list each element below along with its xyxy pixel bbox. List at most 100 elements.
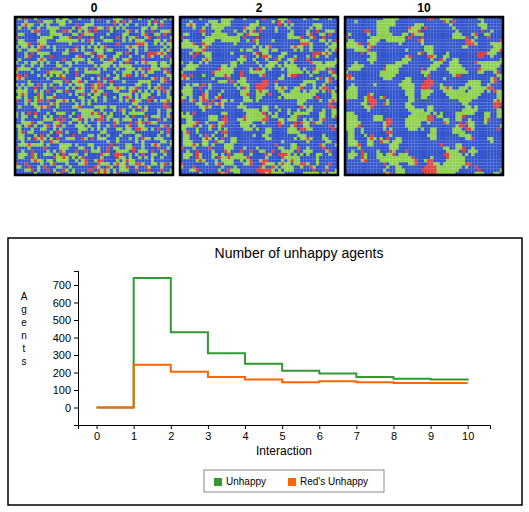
grid-cell xyxy=(75,128,78,131)
grid-cell xyxy=(113,80,116,83)
grid-cell xyxy=(154,131,157,134)
grid-cell xyxy=(85,39,88,42)
grid-cell xyxy=(167,137,170,140)
grid-cell xyxy=(107,112,110,115)
grid-cell xyxy=(47,52,50,55)
grid-cell xyxy=(151,131,154,134)
grid-cell xyxy=(88,30,91,33)
grid-cell xyxy=(160,137,163,140)
grid-cell xyxy=(116,58,119,61)
grid-cell xyxy=(119,87,122,90)
grid-cell xyxy=(103,105,106,108)
grid-cell xyxy=(157,109,160,112)
grid-cell xyxy=(141,83,144,86)
grid-cell xyxy=(157,74,160,77)
grid-cell xyxy=(138,134,141,137)
grid-cell xyxy=(62,90,65,93)
grid-cell xyxy=(148,115,151,118)
grid-cell xyxy=(81,105,84,108)
grid-cell xyxy=(69,87,72,90)
grid-cell xyxy=(18,137,21,140)
grid-cell xyxy=(85,45,88,48)
grid-cell xyxy=(37,134,40,137)
grid-cell xyxy=(119,45,122,48)
grid-cell xyxy=(62,30,65,33)
grid-cell xyxy=(91,124,94,127)
grid-cell xyxy=(151,137,154,140)
grid-cell xyxy=(100,112,103,115)
grid-cell xyxy=(167,26,170,29)
grid-cell xyxy=(100,134,103,137)
grid-cell xyxy=(31,55,34,58)
grid-cell xyxy=(164,140,167,143)
grid-cell xyxy=(167,124,170,127)
grid-cell xyxy=(135,33,138,36)
grid-cell xyxy=(160,87,163,90)
grid-cell xyxy=(24,90,27,93)
grid-cell xyxy=(50,61,53,64)
grid-cell xyxy=(160,102,163,105)
grid-cell xyxy=(28,124,31,127)
grid-cell xyxy=(85,118,88,121)
grid-cell xyxy=(66,115,69,118)
grid-cell xyxy=(100,90,103,93)
grid-cell xyxy=(126,102,129,105)
grid-cell xyxy=(129,80,132,83)
grid-cell xyxy=(72,121,75,124)
grid-cell xyxy=(50,109,53,112)
grid-cell xyxy=(94,83,97,86)
grid-cell xyxy=(62,99,65,102)
grid-cell xyxy=(157,112,160,115)
grid-cell xyxy=(34,30,37,33)
grid-cell xyxy=(91,58,94,61)
grid-cell xyxy=(122,105,125,108)
grid-cell xyxy=(78,71,81,74)
grid-cell xyxy=(126,87,129,90)
grid-cell xyxy=(62,42,65,45)
grid-cell xyxy=(66,55,69,58)
grid-cell xyxy=(138,39,141,42)
grid-cell xyxy=(103,80,106,83)
grid-cell xyxy=(126,64,129,67)
grid-cell xyxy=(107,96,110,99)
grid-cell xyxy=(59,26,62,29)
grid-cell xyxy=(141,115,144,118)
grid-cell xyxy=(40,26,43,29)
grid-cell xyxy=(75,26,78,29)
grid-cell xyxy=(62,23,65,26)
grid-cell xyxy=(151,87,154,90)
grid-cell xyxy=(59,96,62,99)
grid-cell xyxy=(126,112,129,115)
grid-cell xyxy=(24,26,27,29)
grid-cell xyxy=(34,121,37,124)
grid-cell xyxy=(103,33,106,36)
grid-cell xyxy=(37,20,40,23)
grid-cell xyxy=(100,39,103,42)
grid-cell xyxy=(110,33,113,36)
grid-cell xyxy=(78,131,81,134)
grid-cell xyxy=(28,20,31,23)
grid-cell xyxy=(148,68,151,71)
grid-cell xyxy=(59,55,62,58)
grid-cell xyxy=(50,131,53,134)
grid-cell xyxy=(37,102,40,105)
grid-cell xyxy=(122,131,125,134)
grid-cell xyxy=(164,55,167,58)
grid-cell xyxy=(47,90,50,93)
grid-cell xyxy=(31,52,34,55)
grid-cell xyxy=(116,42,119,45)
grid-cell xyxy=(72,109,75,112)
grid-cell xyxy=(24,33,27,36)
grid-cell xyxy=(34,137,37,140)
grid-cell xyxy=(47,55,50,58)
grid-cell xyxy=(85,90,88,93)
grid-cell xyxy=(94,42,97,45)
grid-cell xyxy=(113,93,116,96)
grid-cell xyxy=(43,93,46,96)
grid-cell xyxy=(154,87,157,90)
grid-cell xyxy=(119,131,122,134)
grid-cell xyxy=(107,26,110,29)
grid-cell xyxy=(59,115,62,118)
grid-cell xyxy=(24,99,27,102)
grid-cell xyxy=(167,131,170,134)
